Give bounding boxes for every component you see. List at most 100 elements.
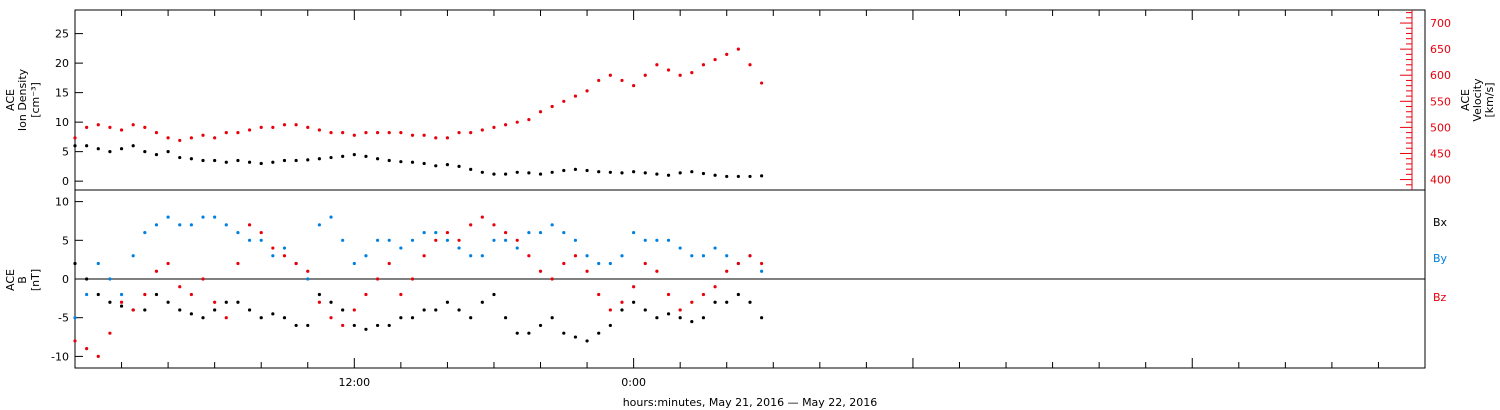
velocity-point <box>410 133 415 137</box>
by-point <box>399 246 403 250</box>
velocity-point <box>701 63 706 67</box>
velocity-point <box>445 136 450 140</box>
x-tick-label: 0:00 <box>621 376 646 389</box>
velocity-point <box>690 71 694 75</box>
velocity-point <box>504 123 508 127</box>
density-point <box>317 157 321 161</box>
velocity-point <box>562 99 566 103</box>
by-point <box>760 269 764 273</box>
velocity-point <box>632 84 636 88</box>
velocity-point <box>271 125 275 129</box>
bx-point <box>96 292 100 297</box>
bz-point <box>131 308 135 312</box>
by-point <box>655 238 659 242</box>
velocity-point <box>317 128 321 132</box>
by-point <box>434 230 438 235</box>
density-point <box>224 160 228 164</box>
density-point <box>329 155 333 160</box>
velocity-ytick-label: 500 <box>1430 121 1451 134</box>
bx-point <box>317 292 321 297</box>
field-ytick-label: -10 <box>51 350 69 363</box>
velocity-point <box>515 120 519 124</box>
bx-point <box>119 304 124 308</box>
density-point <box>445 163 450 167</box>
bx-point <box>643 308 647 312</box>
bz-point <box>73 339 77 343</box>
velocity-point <box>247 128 252 132</box>
density-point <box>166 150 170 154</box>
bx-point <box>224 300 228 304</box>
velocity-ylabel-line3: [km/s] <box>1483 82 1496 117</box>
bz-point <box>189 292 193 297</box>
bz-point <box>573 254 578 258</box>
by-point <box>480 254 484 258</box>
bx-point <box>457 308 461 312</box>
bz-point <box>387 261 391 266</box>
bz-point <box>434 238 438 242</box>
density-point <box>538 172 543 176</box>
bz-point <box>655 269 659 273</box>
bx-point <box>399 316 403 320</box>
velocity-point <box>585 89 589 93</box>
bz-point <box>469 223 473 227</box>
bx-point <box>573 335 578 339</box>
bz-point <box>119 300 124 304</box>
velocity-point <box>143 125 147 129</box>
density-point <box>760 174 764 178</box>
density-point <box>608 170 612 174</box>
velocity-point <box>154 131 159 135</box>
velocity-ytick-label: 700 <box>1430 17 1451 30</box>
bz-point <box>410 277 415 281</box>
by-point <box>666 238 671 242</box>
legend-by: By <box>1433 252 1448 265</box>
bx-point <box>655 316 659 320</box>
density-ylabel: ACE Ion Density [cm⁻³] <box>4 68 42 131</box>
bx-point <box>736 292 740 297</box>
velocity-point <box>469 131 473 135</box>
bx-point <box>515 331 519 335</box>
by-point <box>247 238 252 242</box>
density-point <box>725 174 729 179</box>
density-point <box>632 170 636 174</box>
bx-point <box>713 300 717 304</box>
bz-point <box>143 292 147 297</box>
velocity-point <box>96 123 100 127</box>
bx-point <box>632 300 636 304</box>
bx-point <box>271 312 275 316</box>
bz-point <box>96 354 100 358</box>
by-point <box>364 254 368 258</box>
velocity-point <box>108 125 112 129</box>
density-point <box>562 168 566 173</box>
by-point <box>387 238 391 242</box>
bz-point <box>201 277 205 281</box>
density-point <box>375 157 380 161</box>
bz-point <box>282 254 287 258</box>
density-point <box>201 158 205 163</box>
velocity-point <box>329 131 333 135</box>
bz-point <box>597 292 601 297</box>
bz-point <box>515 238 519 242</box>
by-point <box>469 254 473 258</box>
bx-point <box>620 308 624 312</box>
by-point <box>282 246 287 250</box>
velocity-point <box>492 125 496 129</box>
density-point <box>410 160 415 164</box>
velocity-point <box>655 63 659 67</box>
bx-point <box>282 316 287 320</box>
bx-point <box>608 323 612 328</box>
bz-point <box>585 269 589 273</box>
bx-point <box>678 316 682 320</box>
velocity-point <box>282 123 287 127</box>
bz-point <box>608 308 612 312</box>
density-point <box>282 158 287 163</box>
density-point <box>108 150 112 154</box>
bx-point <box>375 323 380 328</box>
velocity-ytick-label: 600 <box>1430 69 1451 82</box>
marks-layer <box>73 47 764 358</box>
by-point <box>701 254 706 258</box>
bz-point <box>562 261 566 266</box>
by-point <box>585 254 589 258</box>
by-point <box>143 230 147 235</box>
bx-point <box>306 323 310 328</box>
bx-point <box>166 300 170 304</box>
